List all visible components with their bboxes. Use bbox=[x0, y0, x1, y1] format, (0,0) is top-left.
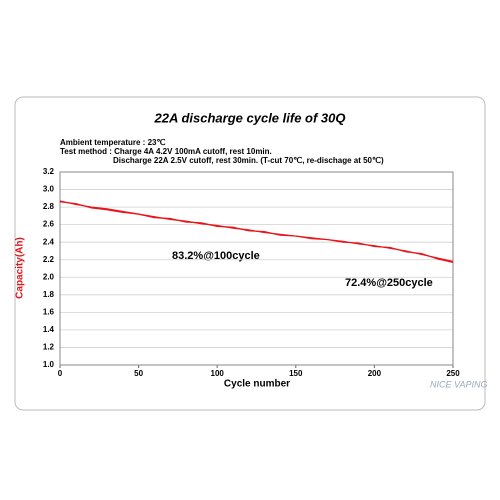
y-tick-label: 1.0 bbox=[43, 360, 55, 369]
plot-area bbox=[59, 171, 454, 366]
x-axis-label: Cycle number bbox=[224, 379, 290, 390]
x-tick-label: 250 bbox=[446, 369, 460, 378]
x-tick-label: 100 bbox=[211, 369, 225, 378]
y-tick-label: 2.0 bbox=[43, 272, 55, 281]
y-tick-label: 1.6 bbox=[43, 307, 55, 316]
y-tick-label: 3.0 bbox=[43, 185, 55, 194]
y-tick-label: 2.6 bbox=[43, 220, 55, 229]
y-tick-label: 2.4 bbox=[43, 237, 55, 246]
data-line bbox=[59, 201, 454, 263]
y-tick-label: 1.4 bbox=[43, 325, 55, 334]
x-tick-label: 0 bbox=[58, 369, 63, 378]
frame bbox=[14, 96, 486, 411]
y-tick-label: 2.2 bbox=[43, 255, 55, 264]
y-tick-label: 3.2 bbox=[43, 167, 55, 176]
y-tick-label: 1.8 bbox=[43, 290, 55, 299]
x-tick-label: 50 bbox=[134, 369, 143, 378]
chart-title: 22A discharge cycle life of 30Q bbox=[154, 110, 346, 125]
x-tick-label: 200 bbox=[368, 369, 382, 378]
annotation: 83.2%@100cycle bbox=[172, 250, 260, 262]
note: Test method : Charge 4A 4.2V 100mA cutof… bbox=[60, 147, 272, 156]
y-tick-label: 2.8 bbox=[43, 202, 55, 211]
y-tick-label: 1.2 bbox=[43, 343, 55, 352]
x-tick-label: 150 bbox=[289, 369, 303, 378]
annotation: 72.4%@250cycle bbox=[345, 277, 433, 289]
watermark: NICE VAPING bbox=[430, 379, 488, 389]
y-axis-label: Capacity(Ah) bbox=[15, 237, 26, 299]
note: Ambient temperature : 23℃ bbox=[60, 138, 165, 147]
note: Discharge 22A 2.5V cutoff, rest 30min. (… bbox=[113, 156, 384, 165]
